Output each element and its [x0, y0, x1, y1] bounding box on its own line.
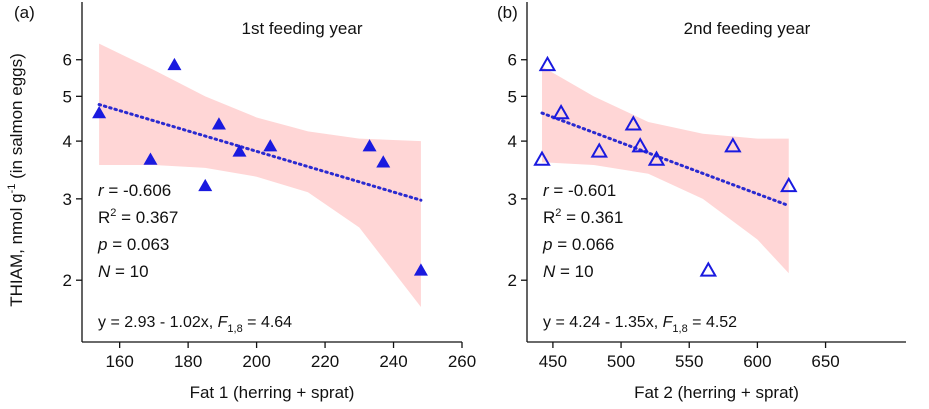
text-part: = 10 — [110, 262, 148, 281]
text-part: = 0.063 — [107, 235, 169, 254]
data-point — [211, 117, 226, 130]
text-part: R — [98, 208, 110, 227]
y-axis-label: THIAM, nmol g-1 (in salmon eggs) — [6, 53, 26, 307]
data-point — [631, 137, 649, 153]
x-tick-label: 650 — [811, 352, 839, 371]
x-tick-label: 500 — [607, 352, 635, 371]
y-tick-label: 2 — [508, 271, 517, 290]
stat-line: r = -0.601 — [543, 181, 616, 200]
panel-label: (a) — [14, 3, 35, 22]
x-tick-label: 160 — [105, 352, 133, 371]
data-point — [232, 144, 247, 157]
text-part: F — [218, 314, 229, 331]
data-point — [143, 152, 158, 165]
y-tick-label: 2 — [63, 271, 72, 290]
fit-line — [97, 103, 423, 202]
data-point — [590, 142, 608, 158]
data-point — [538, 55, 557, 72]
y-tick-label: 6 — [63, 51, 72, 70]
text-part: = 0.361 — [561, 208, 623, 227]
confidence-band — [99, 43, 421, 308]
text-part: p — [97, 235, 107, 254]
data-point — [198, 178, 213, 192]
text-part: y = 4.24 - 1.35x, — [543, 314, 663, 331]
text-part: 1,8 — [672, 323, 687, 335]
data-point — [699, 261, 718, 277]
data-point — [167, 57, 182, 71]
data-point — [552, 104, 570, 120]
x-axis-label: Fat 1 (herring + sprat) — [190, 383, 355, 402]
x-tick-label: 600 — [743, 352, 771, 371]
text-part: = 4.52 — [688, 314, 737, 331]
panel-label: (b) — [497, 3, 518, 22]
x-tick-label: 260 — [448, 352, 476, 371]
x-tick-label: 240 — [379, 352, 407, 371]
data-point — [263, 139, 278, 152]
fit-line — [540, 111, 791, 208]
text-part: = -0.606 — [104, 181, 172, 200]
text-part: = 10 — [555, 262, 593, 281]
text-part: N — [98, 262, 111, 281]
confidence-band — [541, 66, 789, 274]
stat-line: R2 = 0.361 — [543, 207, 623, 227]
y-tick-label: 5 — [508, 87, 517, 106]
data-point — [724, 137, 742, 153]
stat-line: R2 = 0.367 — [98, 207, 178, 227]
stat-line: N = 10 — [543, 262, 594, 281]
equation: y = 2.93 - 1.02x, F1,8 = 4.64 — [98, 314, 292, 335]
y-tick-label: 3 — [508, 190, 517, 209]
text-part: 2 — [555, 207, 561, 219]
stat-line: p = 0.063 — [97, 235, 169, 254]
stat-line: N = 10 — [98, 262, 149, 281]
text-part: = 0.066 — [552, 235, 614, 254]
text-part: (in salmon eggs) — [7, 53, 26, 183]
data-point — [533, 150, 551, 166]
text-part: y = 2.93 - 1.02x, — [98, 314, 218, 331]
text-part: -1 — [6, 184, 18, 194]
y-tick-label: 4 — [63, 132, 72, 151]
data-point — [92, 106, 107, 119]
text-part: r — [98, 181, 105, 200]
x-axis-label: Fat 2 (herring + sprat) — [634, 383, 799, 402]
data-point — [647, 150, 666, 166]
stat-line: p = 0.066 — [542, 235, 614, 254]
panel-title: 1st feeding year — [242, 19, 363, 38]
text-part: THIAM, nmol g — [7, 193, 26, 306]
text-part: p — [542, 235, 552, 254]
data-point — [780, 176, 798, 193]
text-part: r — [543, 181, 550, 200]
y-tick-label: 4 — [508, 132, 517, 151]
y-tick-label: 6 — [508, 51, 517, 70]
text-part: N — [543, 262, 556, 281]
y-tick-label: 3 — [63, 190, 72, 209]
text-part: = 4.64 — [243, 314, 292, 331]
x-tick-label: 450 — [539, 352, 567, 371]
x-tick-label: 200 — [242, 352, 270, 371]
panel-title: 2nd feeding year — [684, 19, 811, 38]
data-point — [376, 155, 391, 168]
text-part: R — [543, 208, 555, 227]
x-tick-label: 180 — [174, 352, 202, 371]
data-point — [413, 263, 428, 276]
text-part: 2 — [110, 207, 116, 219]
text-part: 1,8 — [227, 323, 242, 335]
x-tick-label: 550 — [675, 352, 703, 371]
data-point — [624, 115, 643, 131]
text-part: = 0.367 — [116, 208, 178, 227]
y-tick-label: 5 — [63, 87, 72, 106]
equation: y = 4.24 - 1.35x, F1,8 = 4.52 — [543, 314, 737, 335]
x-tick-label: 220 — [311, 352, 339, 371]
data-point — [362, 139, 377, 152]
text-part: = -0.601 — [549, 181, 617, 200]
stat-line: r = -0.606 — [98, 181, 171, 200]
text-part: F — [663, 314, 674, 331]
